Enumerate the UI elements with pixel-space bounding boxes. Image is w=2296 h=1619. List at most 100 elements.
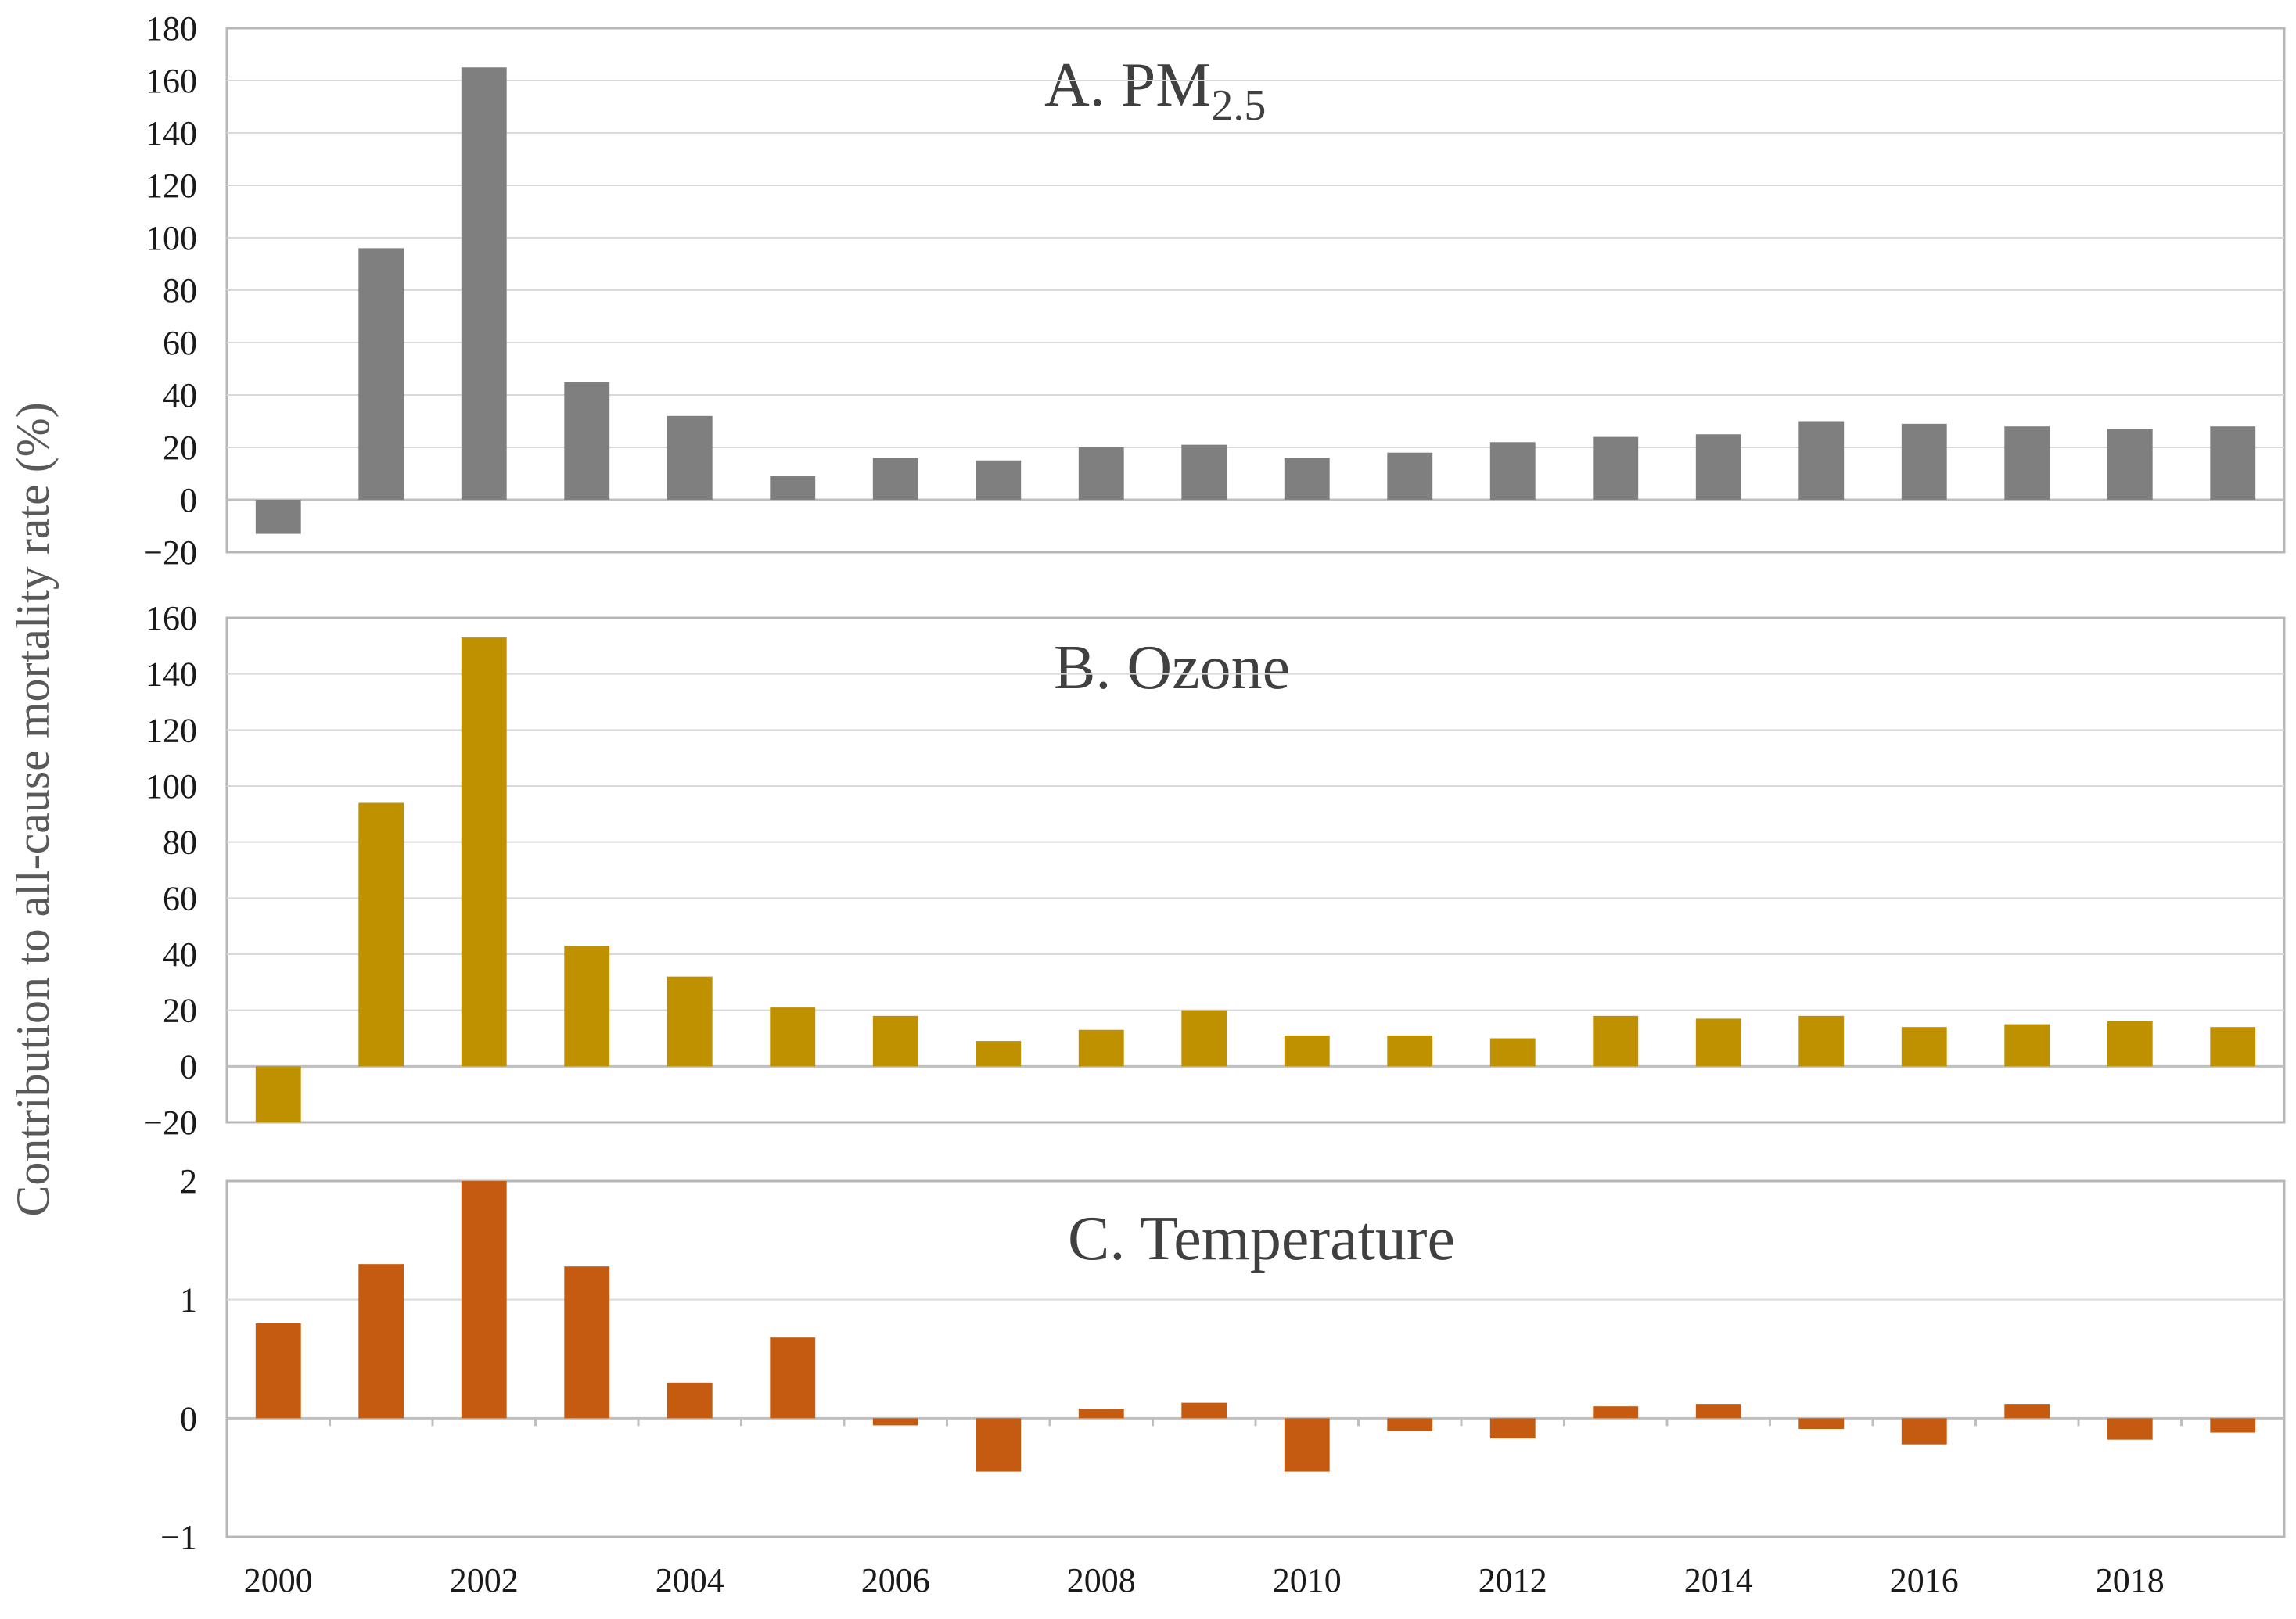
- bar-2017: [2004, 1404, 2050, 1419]
- bar-2014: [1695, 434, 1741, 500]
- bar-2007: [976, 1418, 1022, 1472]
- x-tick-label: 2006: [861, 1561, 930, 1599]
- bar-2002: [461, 637, 507, 1067]
- panel-b-ozone: B. Ozone −20 0 20 40 60 80 100 120 140 160: [143, 599, 2286, 1142]
- panel-title-background: [1029, 626, 1342, 708]
- y-axis-label: Contribution to all-cause mortality rate…: [7, 402, 59, 1216]
- y-tick-label: 0: [180, 1047, 197, 1086]
- bar-2010: [1284, 1418, 1330, 1472]
- bar-2008: [1078, 1029, 1124, 1067]
- panel-title-background: [1052, 1197, 1514, 1279]
- y-tick-label: 40: [163, 376, 197, 415]
- bar-2008: [1078, 447, 1124, 500]
- y-tick-label: 180: [146, 9, 197, 48]
- bar-2015: [1798, 421, 1845, 500]
- panel-a-pm25: A. PM2.5 −20 0 20 40 60 80 100 120 140 160 180: [143, 9, 2286, 572]
- y-tick-label: 1: [180, 1281, 197, 1319]
- bar-2011: [1387, 452, 1433, 500]
- bar-2007: [976, 460, 1022, 500]
- bar-2001: [358, 1264, 404, 1419]
- y-tick-label: 160: [146, 62, 197, 100]
- bar-2019: [2210, 1418, 2256, 1433]
- bar-2004: [667, 976, 713, 1067]
- bar-2002: [461, 67, 507, 500]
- bar-2016: [1901, 423, 1947, 500]
- y-tick-label: 100: [146, 767, 197, 806]
- panel-title-background: [1017, 47, 1314, 129]
- y-tick-label: 0: [180, 481, 197, 519]
- bar-2012: [1489, 1038, 1536, 1067]
- panel-frame: [225, 616, 2286, 1124]
- y-tick-label: 60: [163, 879, 197, 917]
- bar-2006: [872, 458, 918, 500]
- x-tick-label: 2002: [450, 1561, 519, 1599]
- y-tick-label: 140: [146, 114, 197, 153]
- panel-title: C. Temperature: [1068, 1204, 1455, 1273]
- x-tick-label: 2000: [244, 1561, 313, 1599]
- bar-2017: [2004, 426, 2050, 500]
- y-tick-label: 160: [146, 599, 197, 637]
- bar-2018: [2107, 429, 2153, 500]
- bar-2004: [667, 415, 713, 500]
- bars: [227, 637, 2284, 1122]
- panel-title-subscript: 2.5: [1211, 81, 1266, 130]
- bar-2012: [1489, 442, 1536, 500]
- y-tick-label: 20: [163, 992, 197, 1030]
- y-tick-label: 120: [146, 711, 197, 749]
- bar-2014: [1695, 1404, 1741, 1419]
- bar-2000: [255, 1066, 301, 1122]
- bar-2008: [1078, 1409, 1124, 1419]
- y-tick-label: 140: [146, 655, 197, 694]
- y-tick-label: 0: [180, 1399, 197, 1438]
- x-tick-label: 2004: [656, 1561, 724, 1599]
- x-tick-label: 2010: [1273, 1561, 1342, 1599]
- bar-2016: [1901, 1027, 1947, 1067]
- bar-2010: [1284, 1035, 1330, 1067]
- bar-2000: [255, 1323, 301, 1419]
- panel-c-temperature: C. Temperature −1 0 1 2 2000 2002 2004 2006 200…: [160, 1162, 2286, 1599]
- bar-2009: [1181, 1010, 1227, 1067]
- bar-2015: [1798, 1015, 1845, 1067]
- bar-2019: [2210, 426, 2256, 500]
- x-ticks: 2000 2002 2004 2006 2008 2010 2012 2014 2016 2018: [244, 1418, 2183, 1599]
- y-tick-label: −20: [143, 1104, 197, 1142]
- bar-2018: [2107, 1418, 2153, 1440]
- bar-2009: [1181, 444, 1227, 500]
- panel-frame: [225, 1179, 2286, 1538]
- y-tick-label: −20: [143, 533, 197, 572]
- bar-2016: [1901, 1418, 1947, 1445]
- x-tick-label: 2016: [1890, 1561, 1959, 1599]
- bar-2003: [564, 382, 610, 500]
- bar-2010: [1284, 458, 1330, 500]
- bar-2005: [770, 1007, 816, 1067]
- x-tick-label: 2014: [1684, 1561, 1753, 1599]
- bar-2000: [255, 500, 301, 534]
- bar-2005: [770, 1337, 816, 1419]
- x-tick-label: 2018: [2096, 1561, 2165, 1599]
- panel-title-main: A. PM: [1044, 51, 1211, 120]
- y-tick-label: 40: [163, 935, 197, 974]
- bar-2018: [2107, 1021, 2153, 1067]
- y-tick-label: 60: [163, 324, 197, 362]
- bar-2011: [1387, 1035, 1433, 1067]
- bars: [227, 67, 2284, 534]
- bar-2011: [1387, 1418, 1433, 1432]
- bar-2017: [2004, 1024, 2050, 1067]
- bar-2001: [358, 802, 404, 1067]
- bar-2012: [1489, 1418, 1536, 1439]
- panel-title: A. PM2.5: [1044, 51, 1266, 130]
- bar-2001: [358, 248, 404, 500]
- y-tick-label: 80: [163, 271, 197, 310]
- x-tick-label: 2008: [1067, 1561, 1136, 1599]
- bar-2006: [872, 1418, 918, 1426]
- bar-2019: [2210, 1027, 2256, 1067]
- y-tick-label: 80: [163, 824, 197, 862]
- y-tick-label: 2: [180, 1162, 197, 1201]
- bar-2009: [1181, 1402, 1227, 1419]
- bar-2007: [976, 1041, 1022, 1067]
- y-tick-label: 120: [146, 167, 197, 205]
- bar-2006: [872, 1015, 918, 1067]
- y-tick-label: −1: [160, 1518, 197, 1556]
- bar-2002: [461, 1181, 507, 1419]
